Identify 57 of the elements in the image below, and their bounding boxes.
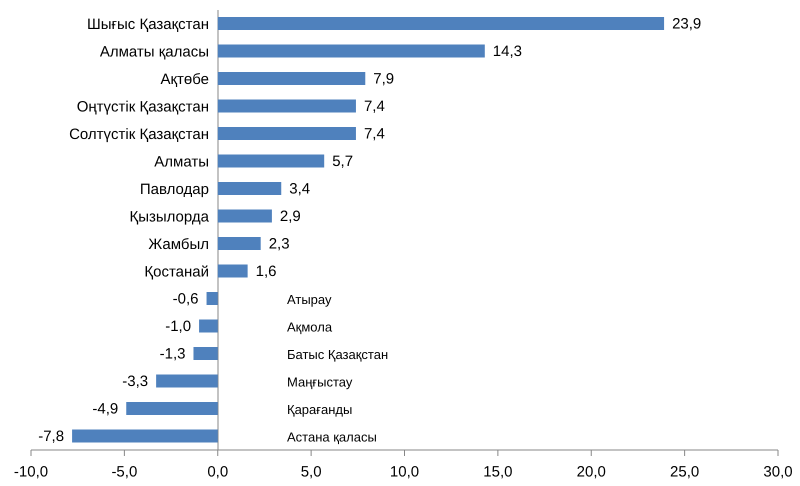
y-tick-label: Қызылорда: [129, 208, 210, 226]
data-label: 2,9: [280, 208, 301, 225]
y-tick-label: Қостанай: [144, 263, 209, 280]
bar: [218, 182, 282, 195]
bar: [126, 402, 218, 415]
x-tick-label: 5,0: [300, 464, 322, 481]
bar: [199, 320, 218, 332]
y-tick-label: Шығыс Қазақстан: [87, 16, 209, 33]
x-tick-label: 10,0: [390, 464, 420, 481]
y-tick-label: Алматы қаласы: [100, 43, 209, 60]
x-tick-label: 30,0: [763, 464, 793, 481]
data-label: -1,0: [165, 318, 192, 335]
y-tick-label: Оңтүстік Қазақстан: [76, 98, 209, 116]
data-label: 1,6: [256, 263, 276, 280]
x-tick-label: 0,0: [207, 464, 228, 481]
x-tick-label: 15,0: [483, 464, 512, 481]
x-tick-label: -5,0: [111, 464, 138, 481]
data-label: 7,4: [364, 98, 385, 115]
y-tick-label: Алматы: [154, 153, 209, 170]
data-label: -0,6: [172, 290, 199, 308]
bar: [218, 264, 248, 278]
bar: [218, 72, 366, 85]
bar: [193, 347, 218, 360]
bar: [218, 17, 664, 30]
data-label: 7,9: [373, 70, 394, 88]
x-tick-label: 20,0: [576, 464, 606, 481]
data-label: 3,4: [289, 180, 310, 198]
data-label: -1,3: [160, 346, 186, 362]
bar: [218, 154, 324, 168]
y-tick-label: Ақтөбе: [160, 70, 209, 88]
data-label: 14,3: [492, 43, 522, 60]
bar: [218, 237, 261, 250]
x-tick-label: 25,0: [670, 464, 700, 481]
y-tick-label: Жамбыл: [148, 236, 209, 253]
data-label: 7,4: [364, 126, 385, 142]
y-tick-label: Ақмола: [287, 319, 333, 334]
bar: [156, 374, 218, 388]
data-label: 23,9: [672, 16, 702, 32]
y-tick-label: Астана қаласы: [287, 429, 377, 444]
bar: [72, 430, 218, 442]
x-tick-label: -10,0: [14, 464, 48, 481]
y-tick-label: Батыс Қазақстан: [287, 346, 388, 362]
bar: [218, 100, 356, 112]
y-tick-label: Маңғыстау: [287, 374, 353, 390]
data-label: 5,7: [332, 153, 354, 170]
bar: [218, 44, 485, 58]
y-tick-label: Солтүстік Қазақстан: [69, 126, 209, 143]
data-label: 2,3: [268, 236, 290, 252]
y-tick-label: Қарағанды: [287, 402, 352, 417]
y-tick-label: Атырау: [287, 292, 332, 307]
bar: [206, 292, 218, 305]
data-label: -4,9: [92, 400, 118, 418]
data-label: -3,3: [122, 373, 148, 390]
data-label: -7,8: [38, 428, 64, 445]
bar: [218, 210, 272, 222]
bar: [218, 127, 356, 140]
y-tick-label: Павлодар: [140, 180, 209, 198]
